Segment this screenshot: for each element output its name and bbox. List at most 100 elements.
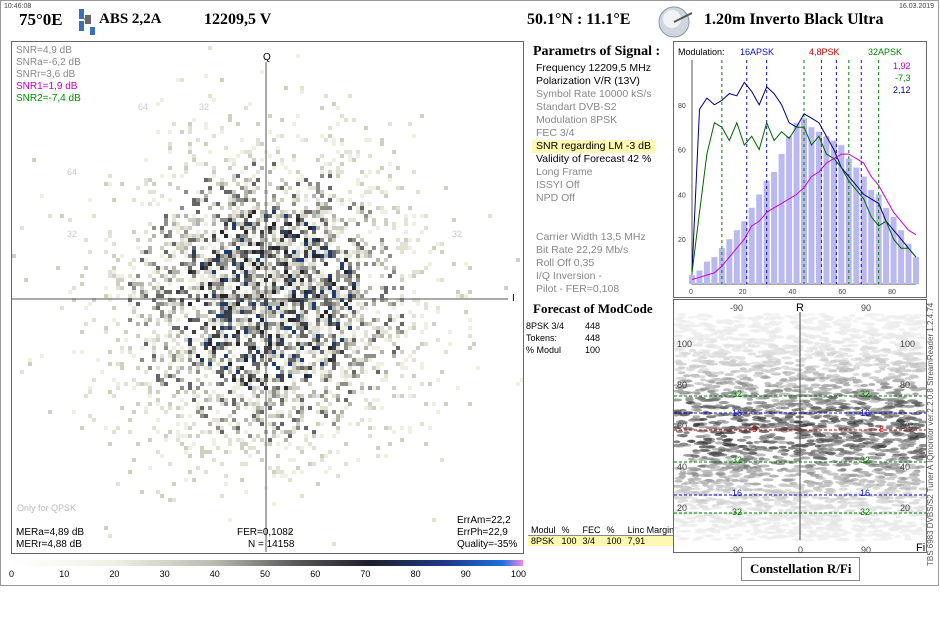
constellation-point xyxy=(268,254,272,258)
rfi-point xyxy=(855,529,866,533)
constellation-point xyxy=(348,310,352,314)
constellation-point xyxy=(248,214,252,218)
constellation-point xyxy=(304,246,308,250)
constellation-point xyxy=(280,286,284,290)
constellation-point xyxy=(376,318,380,322)
constellation-point xyxy=(268,266,272,270)
constellation-point xyxy=(220,426,224,430)
constellation-point xyxy=(236,378,240,382)
constellation-point xyxy=(148,262,152,266)
constellation-point xyxy=(296,446,300,450)
constellation-point xyxy=(132,230,136,234)
constellation-point xyxy=(296,226,300,230)
constellation-point xyxy=(232,302,236,306)
rfi-point xyxy=(916,410,926,414)
constellation-point xyxy=(224,250,228,254)
constellation-point xyxy=(316,346,320,350)
constellation-point xyxy=(208,450,212,454)
constellation-point xyxy=(424,342,428,346)
constellation-point xyxy=(192,394,196,398)
constellation-point xyxy=(296,362,300,366)
histogram-y-tick: 20 xyxy=(678,237,686,244)
constellation-point xyxy=(320,190,324,194)
constellation-point xyxy=(196,318,200,322)
constellation-point xyxy=(328,330,332,334)
constellation-point xyxy=(40,194,44,198)
constellation-point xyxy=(240,138,244,142)
constellation-point xyxy=(296,314,300,318)
constellation-point xyxy=(300,302,304,306)
constellation-point xyxy=(220,282,224,286)
constellation-point xyxy=(312,286,316,290)
constellation-point xyxy=(176,422,180,426)
constellation-point xyxy=(336,450,340,454)
constellation-point xyxy=(252,258,256,262)
constellation-point xyxy=(212,354,216,358)
constellation-point xyxy=(164,242,168,246)
constellation-point xyxy=(448,330,452,334)
constellation-point xyxy=(160,494,164,498)
constellation-point xyxy=(268,182,272,186)
constellation-point xyxy=(392,270,396,274)
constellation-point xyxy=(176,406,180,410)
constellation-point xyxy=(252,250,256,254)
constellation-point xyxy=(328,250,332,254)
constellation-point xyxy=(200,406,204,410)
constellation-point xyxy=(408,246,412,250)
constellation-point xyxy=(228,438,232,442)
constellation-point xyxy=(348,326,352,330)
constellation-point xyxy=(320,174,324,178)
constellation-point xyxy=(348,294,352,298)
constellation-point xyxy=(364,290,368,294)
constellation-point xyxy=(228,242,232,246)
constellation-point xyxy=(108,182,112,186)
constellation-point xyxy=(120,254,124,258)
constellation-point xyxy=(284,430,288,434)
constellation-point xyxy=(324,246,328,250)
constellation-point xyxy=(268,226,272,230)
constellation-point xyxy=(372,366,376,370)
constellation-point xyxy=(188,370,192,374)
rfi-point xyxy=(752,526,759,530)
constellation-point xyxy=(332,334,336,338)
constellation-point xyxy=(212,222,216,226)
constellation-point xyxy=(396,186,400,190)
grid-label-32-left: 32 xyxy=(67,229,78,239)
constellation-point xyxy=(132,410,136,414)
constellation-point xyxy=(328,346,332,350)
constellation-point xyxy=(196,282,200,286)
constellation-point xyxy=(352,358,356,362)
constellation-point xyxy=(440,370,444,374)
constellation-point xyxy=(196,294,200,298)
constellation-point xyxy=(192,214,196,218)
constellation-point xyxy=(212,258,216,262)
constellation-point xyxy=(368,230,372,234)
constellation-point xyxy=(284,334,288,338)
constellation-point xyxy=(440,458,444,462)
constellation-point xyxy=(296,426,300,430)
constellation-point xyxy=(304,230,308,234)
constellation-point xyxy=(320,422,324,426)
constellation-point xyxy=(288,234,292,238)
grid-label-32-right: 32 xyxy=(452,229,463,239)
constellation-point xyxy=(328,314,332,318)
constellation-point xyxy=(212,418,216,422)
constellation-point xyxy=(188,150,192,154)
constellation-point xyxy=(276,334,280,338)
constellation-point xyxy=(56,266,60,270)
constellation-point xyxy=(236,294,240,298)
constellation-point xyxy=(324,414,328,418)
constellation-point xyxy=(280,158,284,162)
constellation-point xyxy=(328,194,332,198)
constellation-point xyxy=(228,442,232,446)
constellation-point xyxy=(352,250,356,254)
constellation-point xyxy=(296,178,300,182)
constellation-point xyxy=(240,478,244,482)
constellation-point xyxy=(308,254,312,258)
constellation-point xyxy=(316,350,320,354)
constellation-point xyxy=(188,382,192,386)
constellation-point xyxy=(292,202,296,206)
constellation-point xyxy=(176,366,180,370)
rfi-point xyxy=(674,466,685,470)
constellation-point xyxy=(404,218,408,222)
